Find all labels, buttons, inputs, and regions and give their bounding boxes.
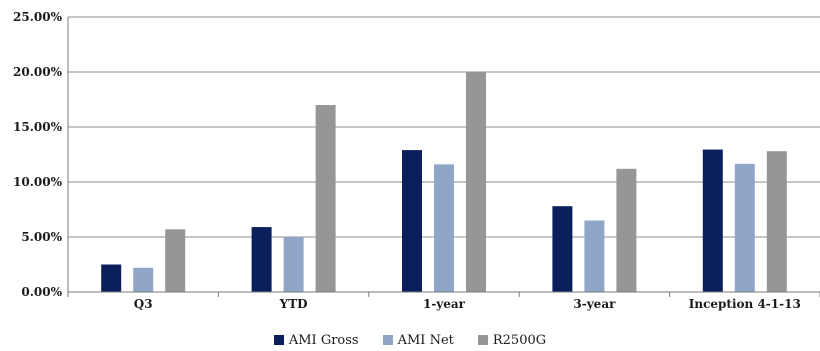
bars [101, 72, 787, 292]
legend-swatch [273, 334, 284, 345]
x-category-label: Inception 4-1-13 [689, 297, 801, 311]
y-tick-label: 0.00% [21, 285, 62, 299]
y-tick-label: 5.00% [21, 230, 62, 244]
x-category-label: YTD [279, 297, 308, 311]
bar-r2500g [616, 168, 637, 292]
bar-ami-net [734, 163, 755, 292]
x-category-label: 1-year [423, 297, 466, 311]
y-tick-label: 15.00% [13, 120, 63, 134]
legend-label: R2500G [492, 333, 547, 348]
legend-swatch [477, 334, 488, 345]
bar-ami-gross [702, 149, 723, 292]
legend-item: R2500G [477, 333, 547, 348]
y-tick-labels: 0.00% 5.00% 10.00% 15.00% 20.00% 25.00% [13, 10, 63, 299]
bar-r2500g [165, 229, 186, 292]
legend-swatch [382, 334, 393, 345]
bar-ami-gross [101, 264, 122, 292]
bar-r2500g [766, 151, 787, 292]
bar-ami-net [584, 220, 605, 292]
y-tick-label: 20.00% [13, 65, 63, 79]
gridlines [68, 16, 820, 238]
bar-ami-net [133, 267, 154, 292]
bar-ami-gross [251, 227, 272, 292]
bar-ami-net [434, 164, 454, 292]
y-tick-label: 10.00% [13, 175, 63, 189]
x-category-label: Q3 [134, 297, 153, 311]
x-category-labels: Q3 YTD 1-year 3-year Inception 4-1-13 [134, 297, 801, 311]
legend: AMI Gross AMI Net R2500G [0, 333, 820, 348]
legend-label: AMI Net [397, 333, 454, 348]
axes [67, 17, 820, 297]
y-tick-label: 25.00% [13, 10, 63, 24]
x-category-label: 3-year [573, 297, 616, 311]
bar-r2500g [466, 72, 486, 292]
bar-ami-gross [402, 150, 422, 292]
bar-ami-net [283, 237, 304, 292]
legend-label: AMI Gross [288, 333, 359, 348]
legend-item: AMI Gross [273, 333, 359, 348]
bar-ami-gross [552, 206, 573, 292]
bar-r2500g [315, 105, 336, 292]
legend-item: AMI Net [382, 333, 454, 348]
